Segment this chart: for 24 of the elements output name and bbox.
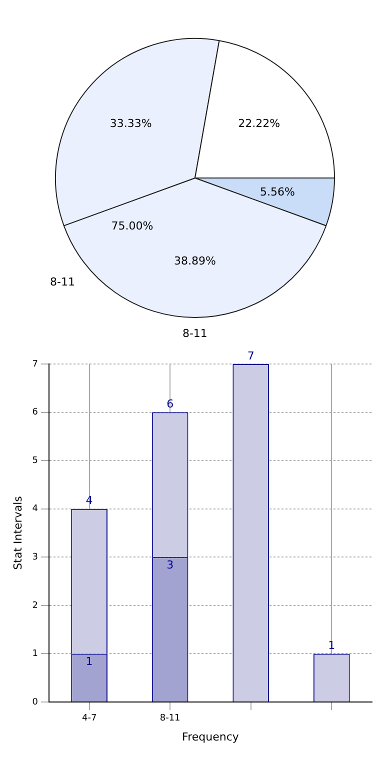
- text: 8-11: [50, 275, 75, 288]
- total-label: 7: [247, 349, 254, 362]
- text: 75.00%: [111, 220, 154, 233]
- y-tick-label: 0: [32, 697, 38, 708]
- y-tick-label: 7: [32, 359, 38, 370]
- y-tick-label: 5: [32, 456, 38, 466]
- y-tick-label: 2: [32, 600, 38, 611]
- total-label: 4: [86, 494, 93, 508]
- total-label: 1: [328, 639, 336, 652]
- data-label: 5.56%: [260, 185, 295, 198]
- slice-label: 8-11: [182, 327, 208, 340]
- y-axis-title: Stat Intervals: [11, 496, 24, 570]
- x-tick-label: 4-7: [82, 714, 97, 724]
- total-label: 6: [166, 398, 174, 411]
- data-label: 3: [166, 558, 174, 572]
- y-tick-label: 6: [32, 408, 38, 418]
- y-tick-label: 1: [32, 649, 38, 660]
- data-label: 33.33%: [110, 117, 152, 130]
- y-tick-label: 4: [32, 504, 38, 514]
- x-axis-title: Frequency: [182, 730, 240, 744]
- data-label: 22.22%: [238, 117, 280, 130]
- data-label: 38.89%: [174, 254, 216, 268]
- data-label: 1: [86, 655, 93, 668]
- y-tick-label: 3: [32, 552, 38, 562]
